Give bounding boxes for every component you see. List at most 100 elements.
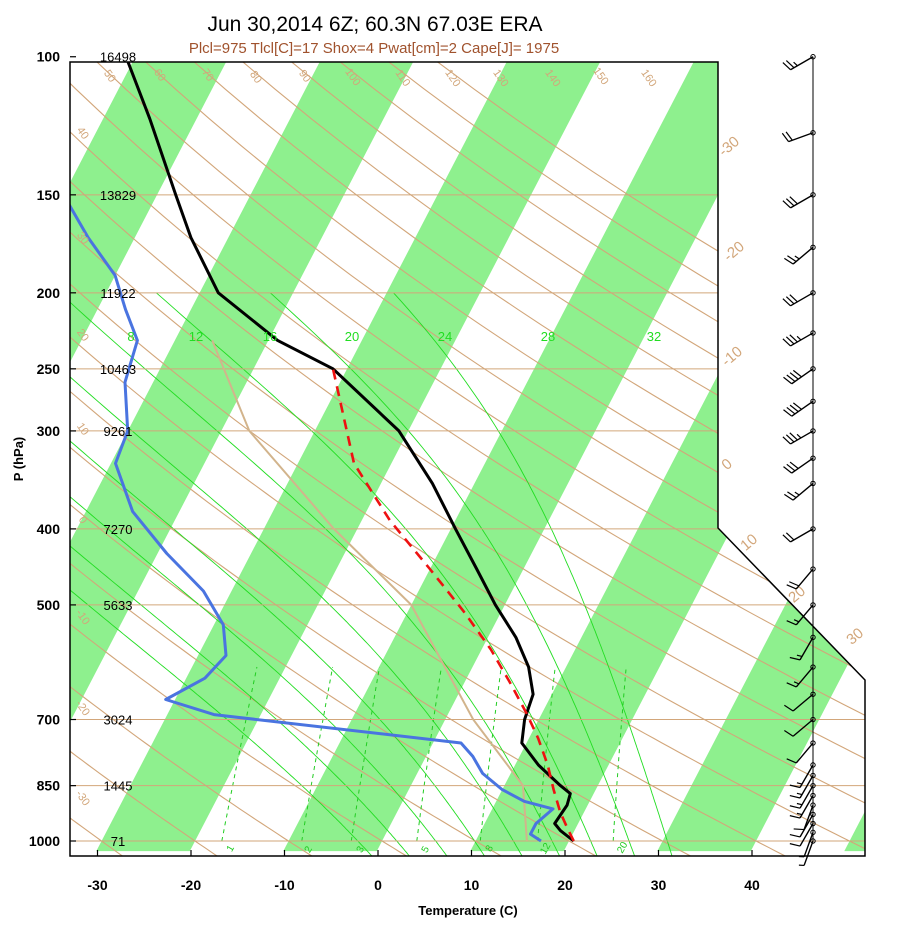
dry-adiabat-label: 10 — [74, 421, 91, 438]
moist-adiabat-label: 24 — [438, 329, 452, 344]
moist-adiabat-line — [70, 292, 561, 856]
barb-staff — [790, 332, 814, 347]
barb-staff — [799, 775, 814, 799]
wind-barb — [782, 428, 816, 445]
moist-adiabat-label: 8 — [127, 329, 134, 344]
barb-half-flag — [793, 681, 800, 685]
plot-frame — [69, 61, 866, 857]
dry-adiabat-line — [70, 62, 694, 856]
pressure-tick-label: 850 — [37, 778, 61, 794]
chart-subtitle: Plcl=975 Tlcl[C]=17 Shox=4 Pwat[cm]=2 Ca… — [189, 40, 559, 57]
barb-flag — [782, 62, 791, 71]
barb-station — [810, 428, 816, 434]
barb-flag — [789, 372, 799, 380]
barb-flag — [789, 432, 798, 441]
mixing-ratio-line — [537, 666, 556, 842]
barb-flag — [789, 833, 801, 838]
temperature-band — [96, 62, 622, 852]
temperature-tick-label: 30 — [651, 877, 667, 893]
barb-flag — [784, 257, 794, 265]
barb-half-flag — [796, 812, 803, 816]
mixing-ratio-label: 20 — [615, 840, 630, 856]
barb-flag — [786, 374, 796, 382]
barb-staff — [795, 742, 814, 764]
barb-flag — [789, 656, 801, 661]
wind-barb — [798, 838, 816, 867]
height-label: 5633 — [104, 598, 133, 613]
barb-staff — [803, 840, 814, 866]
barb-station — [810, 820, 816, 827]
barb-flag — [783, 466, 793, 474]
dry-adiabat-line — [70, 62, 220, 856]
wind-barbs — [781, 54, 816, 867]
moist-adiabat-line — [70, 292, 486, 856]
wind-barb — [782, 330, 816, 347]
isotherm-label: -20 — [720, 238, 748, 265]
height-label: 13829 — [100, 188, 136, 203]
barb-half-flag — [796, 802, 803, 806]
temperature-tick-label: -30 — [87, 877, 107, 893]
mixing-ratio-label: 3 — [355, 844, 368, 855]
environmental-lapse-line — [211, 340, 528, 842]
dry-adiabat-label: 40 — [74, 125, 91, 142]
barb-flag — [783, 409, 793, 417]
barb-staff — [795, 604, 814, 626]
pressure-tick-label: 500 — [37, 597, 61, 613]
moist-adiabat-line — [70, 292, 449, 856]
isotherm-label: -10 — [718, 343, 746, 370]
barb-flag — [786, 584, 797, 590]
barb-flag — [786, 682, 797, 688]
barb-staff — [795, 666, 814, 688]
moist-adiabat-label: 32 — [647, 329, 661, 344]
barb-flag — [781, 132, 790, 142]
barb-station — [810, 54, 816, 60]
barb-flag — [785, 296, 795, 305]
moist-adiabat-label: 20 — [345, 329, 359, 344]
temperature-band — [70, 62, 248, 852]
dewpoint-line — [70, 62, 555, 843]
barb-flag — [792, 369, 802, 378]
dry-adiabat-label: 80 — [247, 69, 264, 86]
chart-title: Jun 30,2014 6Z; 60.3N 67.03E ERA — [207, 13, 542, 36]
barb-flag — [789, 815, 801, 819]
dry-adiabat-label: 30 — [74, 230, 91, 247]
mixing-ratio-label: 2 — [303, 844, 316, 855]
barb-station — [810, 802, 816, 808]
barb-staff — [799, 823, 814, 847]
y-axis-label: P (hPa) — [11, 437, 26, 482]
wind-barb — [789, 782, 816, 809]
barb-flag — [782, 200, 791, 209]
dry-adiabat-label: 120 — [442, 67, 462, 89]
temperature-band — [70, 62, 435, 852]
moist-adiabat-line — [156, 292, 599, 856]
barb-station — [810, 716, 816, 723]
barb-flag — [789, 404, 799, 413]
dry-adiabat-label: 20 — [74, 327, 91, 344]
moist-adiabat-line — [70, 292, 412, 856]
barb-station — [810, 330, 816, 336]
barb-half-flag — [796, 782, 803, 785]
dry-adiabat-line — [70, 62, 505, 856]
dry-adiabat-label: 90 — [296, 68, 313, 85]
dry-adiabat-label: 0 — [76, 514, 89, 526]
wind-barb — [784, 691, 816, 712]
height-label: 9261 — [104, 424, 133, 439]
isotherm-label: -30 — [715, 133, 743, 160]
wind-barb — [786, 740, 816, 764]
barb-flag — [789, 294, 798, 303]
barb-half-flag — [796, 335, 802, 341]
temperature-tick-label: -10 — [274, 877, 294, 893]
barb-staff — [792, 482, 814, 501]
moist-adiabat-line — [269, 292, 636, 856]
barb-flag — [785, 131, 793, 141]
moist-adiabat-label: 28 — [541, 329, 555, 344]
barb-station — [810, 366, 816, 372]
barb-staff — [795, 568, 814, 590]
barb-staff — [790, 292, 814, 307]
barb-station — [810, 602, 816, 608]
pressure-tick-label: 1000 — [29, 833, 60, 849]
barb-flag — [789, 784, 801, 789]
barb-staff — [803, 804, 814, 830]
barb-station — [810, 566, 816, 572]
barb-half-flag — [793, 61, 798, 67]
